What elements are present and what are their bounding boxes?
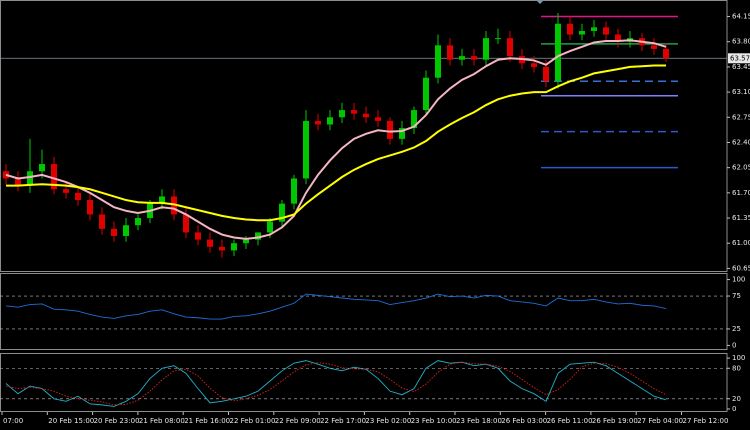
candle-body [363,113,369,118]
candle-body [171,196,177,215]
candle-body [15,178,21,186]
y-tick-label: 62.05 [732,164,750,172]
candle-body [663,48,669,59]
candle-body [219,246,225,251]
y-tick-label: 61.35 [732,214,750,222]
x-tick-label: 26 Feb 03:00 [501,417,547,425]
candle-body [531,63,537,67]
y-tick-label: 63.80 [732,38,750,46]
candle-body [267,221,273,233]
y-tick-label: 100 [732,276,745,284]
candle-body [339,110,345,118]
y-tick-label: 75 [732,292,741,300]
candle-body [351,110,357,114]
y-tick-label: 61.00 [732,239,750,247]
x-tick-label: 22 Feb 01:00 [230,417,276,425]
candle-body [387,120,393,139]
y-tick-label: 20 [732,395,741,403]
candle-body [579,30,585,35]
current-price-box [728,53,750,64]
indicator-line [5,293,667,320]
candle-body [135,218,141,226]
candle-body [231,243,237,251]
candle-body [591,27,597,31]
candle-body [411,110,417,129]
candle-body [99,214,105,229]
candle-body [567,23,573,35]
panel-frame [0,273,728,350]
candle-body [303,120,309,179]
candle-body [39,164,45,172]
current-price-label: 63.57 [730,54,750,62]
candle-body [51,164,57,190]
y-tick-label: 63.10 [732,88,750,96]
y-tick-label: 0 [732,405,736,413]
y-tick-label: 25 [732,325,741,333]
candle-body [183,214,189,233]
candle-body [123,225,129,237]
candle-body [495,38,501,40]
panel-frame [0,353,728,412]
y-tick-label: 61.70 [732,189,750,197]
candle-body [375,117,381,121]
y-tick-label: 62.40 [732,138,750,146]
indicator-line [5,39,667,240]
candle-body [471,56,477,60]
x-tick-label: 21 Feb 16:00 [184,417,230,425]
candle-body [615,34,621,42]
candle-body [399,128,405,139]
x-tick-label: 23 Feb 10:00 [411,417,457,425]
y-tick-label: 60.65 [732,264,750,272]
candle-body [255,232,261,240]
candle-body [315,120,321,125]
panel-frame [0,0,728,272]
candle-body [111,228,117,237]
x-tick-label: 26 Feb 11:00 [547,417,593,425]
candle-body [447,45,453,60]
candle-body [327,117,333,125]
y-tick-label: 0 [732,341,736,349]
x-tick-label: 26 Feb 19:00 [592,417,638,425]
y-tick-label: 64.15 [732,13,750,21]
candle-body [603,27,609,35]
x-tick-label: 21 Feb 08:00 [139,417,185,425]
candle-body [195,232,201,240]
candle-body [291,178,297,204]
x-tick-label: 20 Feb 23:00 [94,417,140,425]
x-tick-label: 22 Feb 17:00 [320,417,366,425]
candle-body [459,56,465,60]
candle-body [423,77,429,111]
candle-body [543,66,549,82]
candle-body [555,23,561,82]
candle-body [651,45,657,49]
candle-body [27,171,33,186]
y-tick-label: 80 [732,364,741,372]
y-tick-label: 63.45 [732,63,750,71]
indicator-line [5,361,667,406]
candle-body [75,192,81,201]
indicator-line [5,360,667,407]
candle-body [159,196,165,204]
y-tick-label: 100 [732,354,745,362]
x-tick-label: 07:00 [3,417,23,425]
indicator-line [6,64,666,222]
x-tick-label: 23 Feb 02:00 [365,417,411,425]
candle-body [483,38,489,60]
x-tick-label: 27 Feb 12:00 [683,417,729,425]
x-tick-label: 22 Feb 09:00 [275,417,321,425]
candle-body [507,38,513,57]
x-tick-label: 23 Feb 18:00 [456,417,502,425]
candle-body [207,239,213,247]
candle-body [243,239,249,244]
candle-body [63,189,69,193]
x-tick-label: 27 Feb 04:00 [637,417,683,425]
candle-body [279,203,285,222]
candle-body [435,45,441,78]
candle-body [87,200,93,215]
y-tick-label: 62.75 [732,113,750,121]
x-tick-label: 20 Feb 15:00 [48,417,94,425]
